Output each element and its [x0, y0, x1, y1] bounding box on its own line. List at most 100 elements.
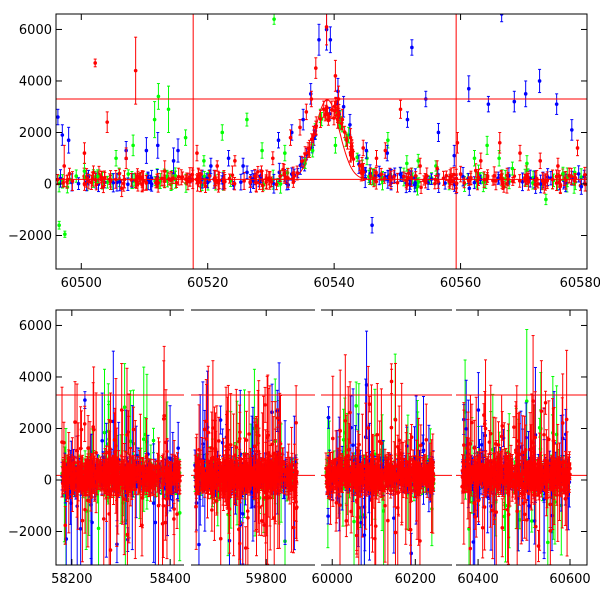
- data-point: [505, 182, 509, 186]
- data-point: [544, 197, 548, 202]
- data-point: [278, 174, 282, 178]
- data-point: [348, 122, 352, 127]
- data-point: [245, 117, 249, 122]
- data-point: [86, 179, 91, 184]
- x-tick-label: 60560: [440, 276, 481, 291]
- data-point: [370, 223, 374, 228]
- data-point: [140, 175, 145, 180]
- data-point: [526, 179, 531, 184]
- data-point: [379, 172, 383, 177]
- x-tick-label: 60520: [187, 276, 228, 291]
- top-data-points: [56, 14, 587, 238]
- data-point: [125, 532, 130, 537]
- data-point: [387, 175, 392, 179]
- y-tick-label: 0: [44, 178, 52, 193]
- data-point: [561, 171, 565, 176]
- data-point: [317, 37, 321, 42]
- data-point: [125, 433, 129, 437]
- data-point: [537, 79, 542, 83]
- data-point: [271, 156, 275, 161]
- data-point: [102, 430, 107, 435]
- data-point: [443, 181, 447, 185]
- data-point: [172, 517, 176, 521]
- data-point: [361, 146, 366, 150]
- data-point: [176, 446, 180, 450]
- data-point: [113, 450, 117, 454]
- data-point: [318, 117, 323, 121]
- data-point: [154, 181, 158, 185]
- data-point: [176, 174, 181, 179]
- data-point: [60, 133, 65, 137]
- data-point: [351, 157, 356, 161]
- data-point: [203, 181, 207, 185]
- data-point: [395, 180, 400, 185]
- data-point: [73, 420, 77, 424]
- top-panel: 60500 60520 60540 60560 60580 −2000 0 2000 4000 6…: [8, 13, 600, 291]
- data-point: [310, 148, 315, 153]
- data-point: [114, 156, 118, 161]
- data-point: [341, 104, 346, 109]
- data-point: [183, 135, 188, 140]
- data-point: [517, 179, 522, 183]
- data-point: [364, 148, 369, 153]
- data-point: [329, 108, 334, 112]
- data-point: [409, 175, 414, 180]
- data-point: [512, 99, 517, 104]
- data-point: [425, 174, 429, 178]
- data-point: [368, 174, 373, 178]
- data-point: [435, 166, 439, 171]
- data-point: [295, 171, 299, 175]
- data-point: [382, 176, 387, 181]
- data-point: [131, 143, 135, 148]
- data-point: [108, 548, 113, 552]
- data-point: [533, 182, 537, 187]
- data-point: [173, 173, 177, 178]
- data-point: [458, 172, 463, 176]
- data-point: [144, 148, 149, 153]
- data-point: [333, 143, 338, 148]
- data-point: [168, 456, 172, 461]
- data-point: [538, 182, 543, 186]
- data-point: [82, 151, 87, 155]
- data-point: [272, 17, 276, 21]
- data-point: [76, 181, 81, 186]
- data-point: [444, 173, 449, 178]
- data-point: [383, 148, 388, 153]
- data-point: [152, 117, 157, 122]
- data-point: [472, 156, 477, 161]
- data-point: [124, 156, 128, 161]
- data-point: [195, 151, 199, 155]
- data-point: [78, 446, 83, 451]
- data-point: [86, 498, 90, 503]
- data-point: [254, 181, 258, 185]
- data-point: [80, 518, 85, 523]
- data-point: [298, 125, 302, 130]
- data-point: [215, 164, 219, 168]
- data-point: [436, 179, 440, 184]
- data-point: [301, 117, 305, 122]
- data-point: [242, 179, 246, 183]
- data-point: [497, 156, 501, 161]
- data-point: [538, 159, 543, 163]
- data-point: [151, 438, 156, 443]
- data-point: [171, 159, 176, 163]
- y-tick-label: −2000: [8, 229, 52, 244]
- data-point: [91, 425, 95, 429]
- data-point: [95, 174, 100, 179]
- data-point: [60, 440, 64, 444]
- data-point: [233, 159, 237, 163]
- data-point: [525, 161, 529, 166]
- data-point: [241, 164, 245, 168]
- data-point: [83, 398, 87, 402]
- data-point: [398, 172, 403, 176]
- data-point: [248, 180, 253, 184]
- data-point: [288, 135, 293, 140]
- data-point: [570, 128, 574, 132]
- data-point: [198, 180, 203, 185]
- data-point: [122, 405, 127, 410]
- data-point: [321, 107, 326, 112]
- data-point: [186, 179, 190, 184]
- data-point: [523, 92, 528, 96]
- data-point: [475, 178, 480, 183]
- data-point: [502, 185, 506, 189]
